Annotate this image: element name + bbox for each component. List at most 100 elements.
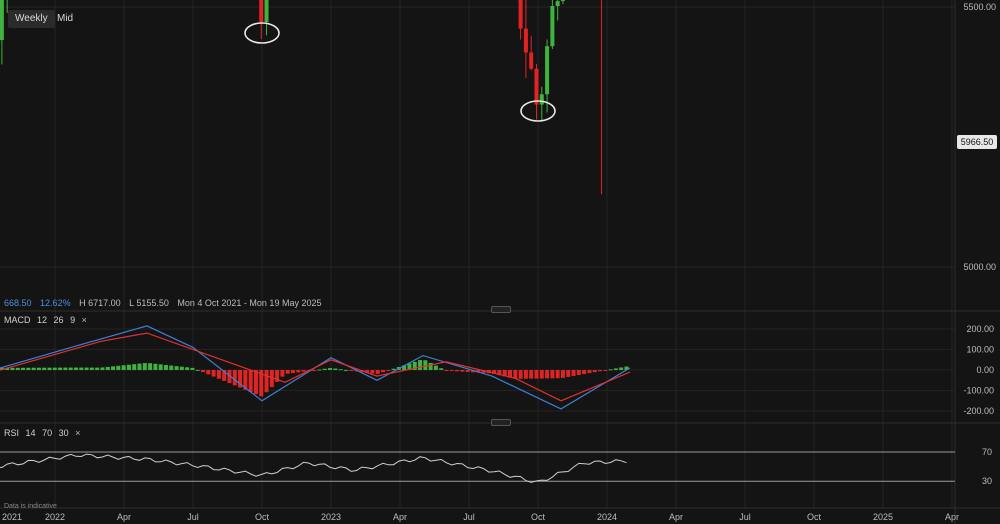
- macd-histogram-bar: [248, 370, 253, 392]
- macd-close-icon[interactable]: ×: [81, 315, 87, 325]
- mid-tab[interactable]: Mid: [57, 13, 74, 24]
- macd-histogram-bar: [79, 367, 84, 370]
- macd-histogram-bar: [322, 368, 327, 370]
- macd-line: [0, 325, 631, 410]
- macd-histogram-bar: [15, 367, 20, 370]
- macd-histogram-bar: [5, 367, 10, 370]
- macd-axis-tick: 200.00: [966, 324, 994, 334]
- macd-histogram-bar: [370, 370, 375, 374]
- macd-histogram-bar: [418, 360, 423, 370]
- macd-histogram-bar: [232, 370, 237, 386]
- last-price-tag: 5966.50: [957, 135, 997, 149]
- macd-histogram-bar: [190, 367, 195, 370]
- macd-histogram-bar: [201, 370, 206, 373]
- macd-histogram-bar: [301, 370, 306, 372]
- macd-histogram-bar: [343, 369, 348, 371]
- macd-histogram-bar: [576, 370, 581, 376]
- footer-note: Data is indicative: [4, 503, 57, 510]
- macd-histogram-bar: [391, 368, 396, 370]
- macd-histogram-bar: [95, 367, 100, 370]
- macd-histogram-bar: [444, 370, 449, 371]
- candle-up: [555, 1, 560, 7]
- time-axis-tick: 2021: [2, 512, 22, 522]
- time-axis-tick: Apr: [669, 512, 683, 522]
- macd-histogram-bar: [163, 364, 168, 370]
- macd-histogram-bar: [402, 365, 407, 370]
- macd-histogram-bar: [243, 370, 248, 390]
- macd-histogram-bar: [555, 370, 560, 379]
- weekly-tab[interactable]: Weekly: [8, 10, 55, 28]
- macd-histogram-bar: [465, 370, 470, 372]
- macd-histogram-bar: [476, 370, 481, 373]
- time-axis-tick: Apr: [393, 512, 407, 522]
- macd-axis-tick: -100.00: [963, 386, 994, 396]
- candle-down: [259, 0, 264, 23]
- macd-histogram-bar: [73, 367, 78, 370]
- rsi-axis-tick: 70: [982, 447, 992, 457]
- macd-histogram-bar: [58, 367, 63, 370]
- time-axis-tick: Oct: [531, 512, 546, 522]
- candle-down: [529, 52, 534, 69]
- macd-histogram-bar: [275, 370, 280, 382]
- macd-histogram-bar: [280, 370, 285, 377]
- rsi-close-icon[interactable]: ×: [75, 428, 81, 438]
- macd-histogram-bar: [148, 363, 153, 370]
- macd-histogram-bar: [111, 366, 116, 370]
- macd-histogram-bar: [63, 367, 68, 370]
- rsi-axis-tick: 30: [982, 476, 992, 486]
- rsi-name: RSI: [4, 428, 20, 438]
- macd-histogram-bar: [269, 370, 274, 388]
- candle-up: [539, 94, 544, 105]
- macd-histogram-bar: [126, 364, 131, 370]
- macd-histogram-bar: [613, 368, 618, 370]
- macd-histogram-bar: [529, 370, 534, 379]
- macd-histogram-bar: [328, 368, 333, 370]
- macd-histogram-bar: [624, 366, 629, 370]
- macd-histogram-bar: [100, 367, 105, 370]
- macd-histogram-bar: [338, 369, 343, 371]
- time-axis-tick: 2024: [597, 512, 617, 522]
- macd-histogram-bar: [534, 370, 539, 379]
- macd-histogram-bar: [47, 367, 52, 370]
- macd-histogram-bar: [26, 367, 31, 370]
- time-axis-tick: Jul: [463, 512, 475, 522]
- candle-up: [545, 46, 550, 95]
- trendline[interactable]: [124, 0, 745, 122]
- rsi-line: [0, 453, 627, 483]
- macd-histogram-bar: [587, 370, 592, 374]
- macd-histogram-bar: [608, 369, 613, 371]
- macd-histogram-bar: [375, 370, 380, 374]
- macd-histogram-bar: [84, 367, 89, 370]
- macd-axis-tick: 100.00: [966, 345, 994, 355]
- pane-resize-handle-2[interactable]: [491, 419, 511, 426]
- macd-histogram-bar: [460, 370, 465, 372]
- macd-histogram-bar: [523, 370, 528, 379]
- time-axis-tick: Jul: [739, 512, 751, 522]
- macd-histogram-bar: [598, 370, 603, 372]
- candle-down: [534, 68, 539, 105]
- macd-histogram-bar: [227, 370, 232, 384]
- macd-histogram-bar: [36, 367, 41, 370]
- macd-histogram-bar: [365, 370, 370, 373]
- candle-down: [523, 28, 528, 53]
- change-pct: 12.62%: [40, 298, 71, 308]
- macd-histogram-bar: [545, 370, 550, 379]
- macd-histogram-bar: [423, 360, 428, 370]
- macd-histogram-bar: [455, 370, 460, 372]
- macd-histogram-bar: [291, 370, 296, 374]
- macd-histogram-bar: [296, 370, 301, 373]
- macd-histogram-bar: [439, 368, 444, 370]
- low-value: L 5155.50: [129, 298, 169, 308]
- macd-histogram-bar: [185, 367, 190, 370]
- pane-resize-handle[interactable]: [491, 306, 511, 313]
- macd-histogram-bar: [169, 365, 174, 370]
- macd-histogram-bar: [518, 370, 523, 379]
- macd-histogram-bar: [407, 363, 412, 370]
- macd-histogram-bar: [571, 370, 576, 376]
- macd-histogram-bar: [513, 370, 518, 379]
- macd-histogram-bar: [21, 367, 26, 370]
- rsi-p3: 30: [58, 428, 69, 438]
- macd-histogram-bar: [560, 370, 565, 378]
